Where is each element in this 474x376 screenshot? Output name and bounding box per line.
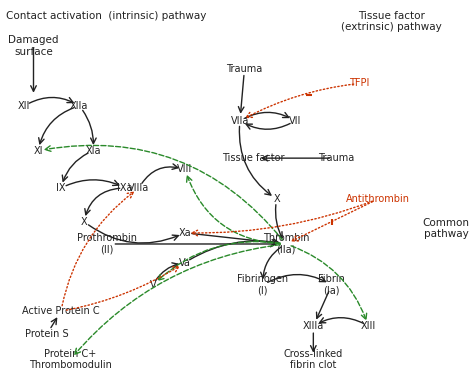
Text: Xa: Xa (179, 228, 191, 238)
Text: IXa: IXa (118, 183, 133, 193)
Text: Fibrinogen
(I): Fibrinogen (I) (237, 274, 289, 296)
Text: Antithrombin: Antithrombin (346, 194, 410, 204)
Text: Protein C+
Thrombomodulin: Protein C+ Thrombomodulin (29, 349, 112, 370)
Text: XIIIa: XIIIa (303, 321, 324, 331)
Text: Thrombin
(IIa): Thrombin (IIa) (263, 233, 309, 255)
Text: XIIa: XIIa (70, 101, 89, 111)
Text: Cross-linked
fibrin clot: Cross-linked fibrin clot (284, 349, 343, 370)
Text: Tissue factor: Tissue factor (222, 153, 285, 163)
Text: TFPI: TFPI (349, 79, 369, 88)
Text: VIIIa: VIIIa (128, 183, 150, 193)
Text: Trauma: Trauma (227, 64, 263, 74)
Text: VIIa: VIIa (231, 116, 249, 126)
Text: X: X (273, 194, 280, 204)
Text: V: V (149, 280, 156, 290)
Text: Prothrombin
(II): Prothrombin (II) (77, 233, 137, 255)
Text: Tissue factor
(extrinsic) pathway: Tissue factor (extrinsic) pathway (341, 11, 442, 32)
Text: XII: XII (18, 101, 30, 111)
Text: XIa: XIa (85, 146, 101, 156)
Text: X: X (81, 217, 87, 227)
Text: VII: VII (289, 116, 301, 126)
Text: Contact activation  (intrinsic) pathway: Contact activation (intrinsic) pathway (6, 11, 206, 21)
Text: Va: Va (179, 258, 191, 268)
Text: XI: XI (33, 146, 43, 156)
Text: VIII: VIII (177, 164, 192, 174)
Text: Fibrin
(Ia): Fibrin (Ia) (318, 274, 345, 296)
Text: Active Protein C: Active Protein C (22, 306, 100, 316)
Text: Damaged
surface: Damaged surface (8, 35, 59, 56)
Text: Trauma: Trauma (318, 153, 355, 163)
Text: Protein S: Protein S (26, 329, 69, 338)
Text: XIII: XIII (361, 321, 376, 331)
Text: IX: IX (56, 183, 66, 193)
Text: Common
pathway: Common pathway (423, 218, 470, 240)
